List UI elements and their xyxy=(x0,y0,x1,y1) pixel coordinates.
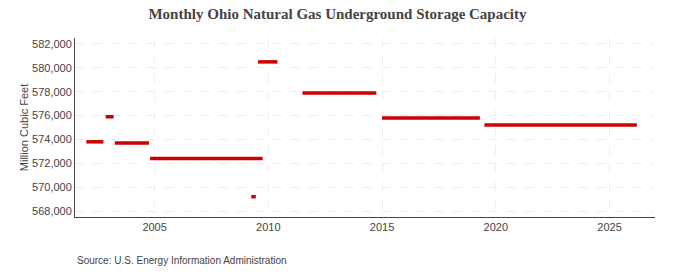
svg-text:Monthly Ohio Natural Gas Under: Monthly Ohio Natural Gas Underground Sto… xyxy=(148,6,527,22)
svg-text:570,000: 570,000 xyxy=(32,181,72,193)
svg-text:574,000: 574,000 xyxy=(32,133,72,145)
svg-text:576,000: 576,000 xyxy=(32,109,72,121)
svg-text:2025: 2025 xyxy=(597,221,621,233)
svg-text:568,000: 568,000 xyxy=(32,205,72,217)
svg-text:578,000: 578,000 xyxy=(32,86,72,98)
svg-text:2020: 2020 xyxy=(484,221,508,233)
svg-text:Million Cubic Feet: Million Cubic Feet xyxy=(18,84,30,171)
svg-text:582,000: 582,000 xyxy=(32,38,72,50)
svg-text:Source: U.S. Energy Informatio: Source: U.S. Energy Information Administ… xyxy=(77,255,287,266)
svg-text:572,000: 572,000 xyxy=(32,157,72,169)
svg-text:2015: 2015 xyxy=(370,221,394,233)
svg-text:2010: 2010 xyxy=(256,221,280,233)
svg-text:580,000: 580,000 xyxy=(32,62,72,74)
svg-text:2005: 2005 xyxy=(142,221,166,233)
